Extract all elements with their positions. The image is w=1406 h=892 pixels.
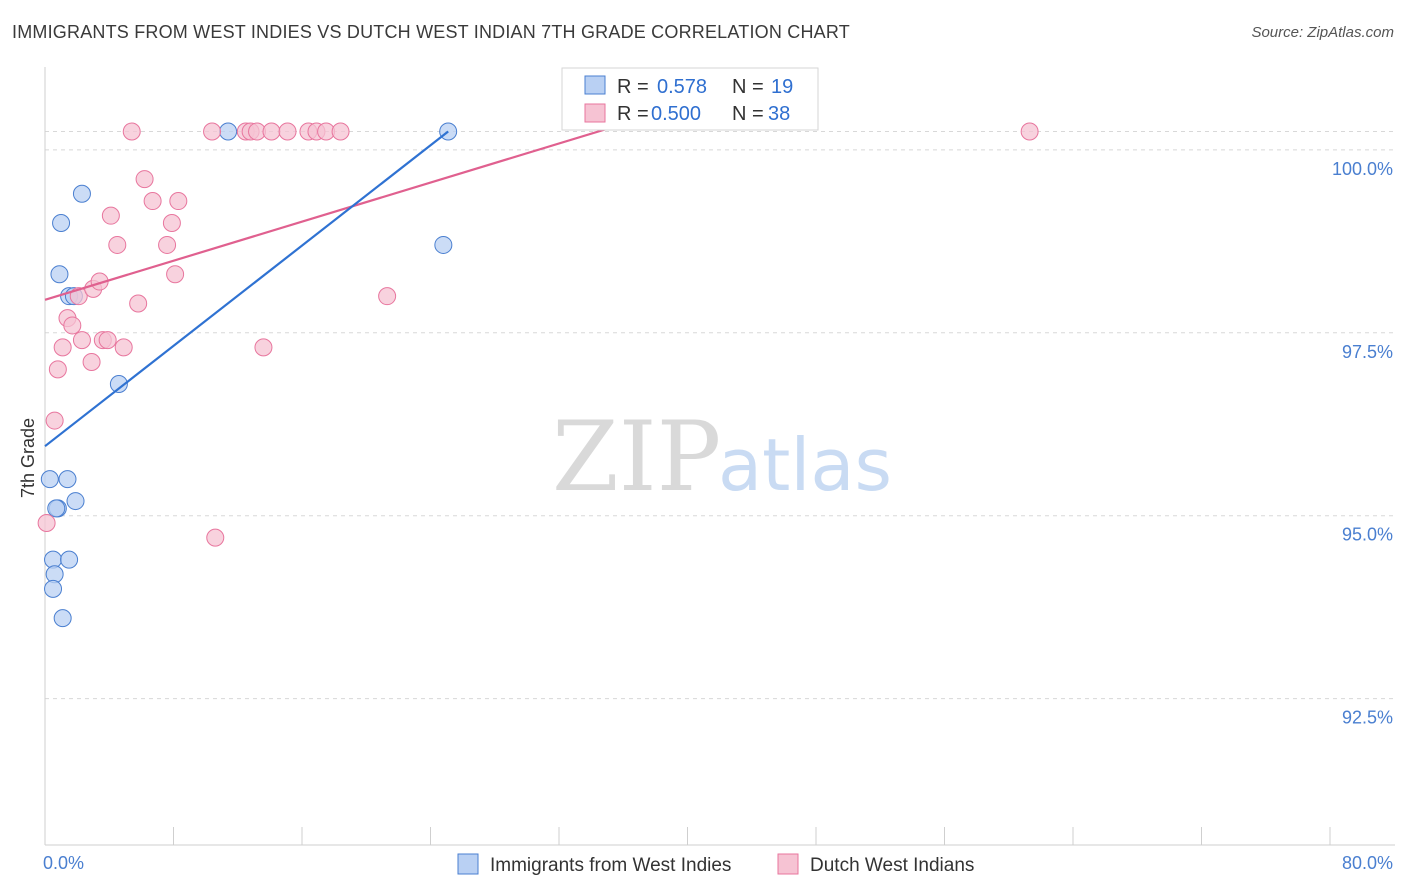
dutch-west-indians-point (169, 192, 188, 211)
west-indies-point (219, 122, 238, 141)
dutch-west-indians-point (45, 411, 64, 430)
legend-series: Immigrants from West Indies Dutch West I… (457, 853, 974, 876)
y-tick-label: 92.5% (1342, 708, 1393, 728)
legend-n-value-1: 19 (771, 76, 793, 98)
y-tick-label: 100.0% (1332, 159, 1393, 179)
series-label-dutch-west-indians: Dutch West Indians (810, 855, 974, 876)
x-tick-label: 0.0% (43, 853, 84, 873)
dutch-west-indians-point (48, 360, 67, 379)
dutch-west-indians-point (114, 338, 133, 357)
west-indies-point (40, 470, 59, 489)
source-label: Source: ZipAtlas.com (1251, 24, 1394, 41)
legend-r-value-2: 0.500 (651, 103, 701, 125)
dutch-west-indians-point (331, 122, 350, 141)
dutch-west-indians-point (166, 265, 185, 284)
west-indies-point (47, 499, 66, 518)
legend-r-value-1: 0.578 (657, 76, 707, 98)
dutch-west-indians-point (203, 122, 222, 141)
west-indies-point (66, 492, 85, 511)
dutch-west-indians-point (1020, 122, 1039, 141)
y-tick-label: 97.5% (1342, 342, 1393, 362)
west-indies-point (434, 235, 453, 254)
watermark-zip: ZIP (552, 401, 721, 513)
data-points (37, 122, 1039, 628)
legend-swatch-pink (584, 103, 606, 123)
dutch-west-indians-point (378, 287, 397, 306)
y-tick-label: 95.0% (1342, 525, 1393, 545)
dutch-west-indians-trend-line (44, 126, 611, 301)
west-indies-point (72, 184, 91, 203)
legend-n-label-2: N = (732, 103, 764, 125)
series-label-west-indies: Immigrants from West Indies (490, 855, 731, 876)
trend-lines (44, 126, 611, 448)
dutch-west-indians-point (158, 235, 177, 254)
dutch-west-indians-point (63, 316, 82, 335)
legend-n-value-2: 38 (768, 103, 790, 125)
west-indies-point (44, 579, 63, 598)
legend-stats: R = 0.578 N = 19 R = 0.500 N = 38 (561, 67, 819, 131)
dutch-west-indians-point (122, 122, 141, 141)
dutch-west-indians-point (108, 235, 127, 254)
west-indies-point (53, 609, 72, 628)
legend-n-label-1: N = (732, 76, 764, 98)
legend-swatch-blue (584, 75, 606, 95)
west-indies-point (52, 213, 71, 232)
dutch-west-indians-point (262, 122, 281, 141)
axes (44, 67, 1395, 846)
west-indies-trend-line (44, 130, 449, 448)
series-swatch-dutch-west-indians (777, 853, 799, 875)
watermark: ZIP atlas (552, 401, 892, 513)
dutch-west-indians-point (101, 206, 120, 225)
dutch-west-indians-point (162, 213, 181, 232)
dutch-west-indians-point (135, 170, 154, 189)
west-indies-point (109, 374, 128, 393)
series-swatch-west-indies (457, 853, 479, 875)
dutch-west-indians-point (37, 514, 56, 533)
dutch-west-indians-point (129, 294, 148, 313)
dutch-west-indians-point (206, 528, 225, 547)
watermark-atlas: atlas (718, 423, 892, 507)
west-indies-point (50, 265, 69, 284)
west-indies-point (58, 470, 77, 489)
dutch-west-indians-point (53, 338, 72, 357)
dutch-west-indians-point (98, 331, 117, 350)
y-tick-labels: 100.0% 97.5% 95.0% 92.5% (1332, 159, 1393, 728)
x-tick-label: 80.0% (1342, 853, 1393, 873)
dutch-west-indians-point (254, 338, 273, 357)
dutch-west-indians-point (72, 331, 91, 350)
west-indies-point (60, 550, 79, 569)
x-tick-labels: 0.0% 80.0% (43, 853, 1393, 873)
legend-r-label-2: R = (617, 103, 649, 125)
dutch-west-indians-point (278, 122, 297, 141)
y-axis-label: 7th Grade (18, 418, 38, 498)
legend-r-label-1: R = (617, 76, 649, 98)
dutch-west-indians-point (82, 353, 101, 372)
chart-title: IMMIGRANTS FROM WEST INDIES VS DUTCH WES… (12, 22, 850, 42)
dutch-west-indians-point (143, 192, 162, 211)
